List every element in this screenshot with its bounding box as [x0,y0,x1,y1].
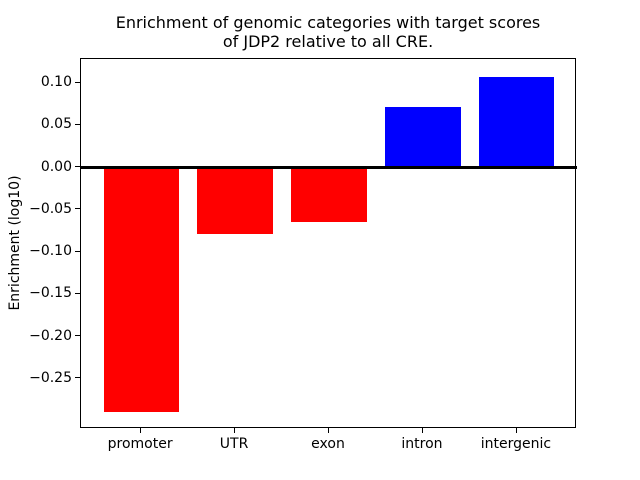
y-tick-label: −0.15 [29,285,72,302]
y-tick-label: −0.20 [29,327,72,344]
bar-intron [385,107,461,168]
x-tick-label-exon: exon [311,436,345,452]
x-tick-mark [234,428,236,433]
x-tick-label-intron: intron [401,436,443,452]
bar-promoter [103,167,179,413]
y-tick-label: −0.05 [29,200,72,217]
x-tick-label-promoter: promoter [107,436,173,452]
y-tick-mark [75,335,80,337]
y-tick-label: −0.10 [29,243,72,260]
x-tick-mark [328,428,329,433]
y-tick-label: 0.00 [40,158,72,175]
y-tick-mark [75,81,80,83]
y-tick-mark [75,250,80,252]
y-tick-mark [75,166,80,168]
x-tick-mark [140,428,142,433]
x-tick-label-intergenic: intergenic [480,436,552,452]
zero-line [81,165,577,169]
x-tick-mark [515,428,517,433]
x-tick-mark [421,428,423,433]
plot-area [80,58,577,428]
y-tick-label: 0.10 [40,74,72,91]
bar-intergenic [479,76,555,168]
bar-exon [291,167,367,223]
bar-UTR [197,167,273,234]
y-tick-label: 0.05 [40,116,72,133]
chart-title: Enrichment of genomic categories with ta… [115,13,541,51]
y-tick-mark [75,123,80,125]
y-tick-label: −0.25 [29,369,72,386]
x-tick-label-UTR: UTR [219,436,249,452]
y-tick-mark [75,377,80,379]
y-tick-mark [75,208,80,210]
y-tick-mark [75,292,80,294]
